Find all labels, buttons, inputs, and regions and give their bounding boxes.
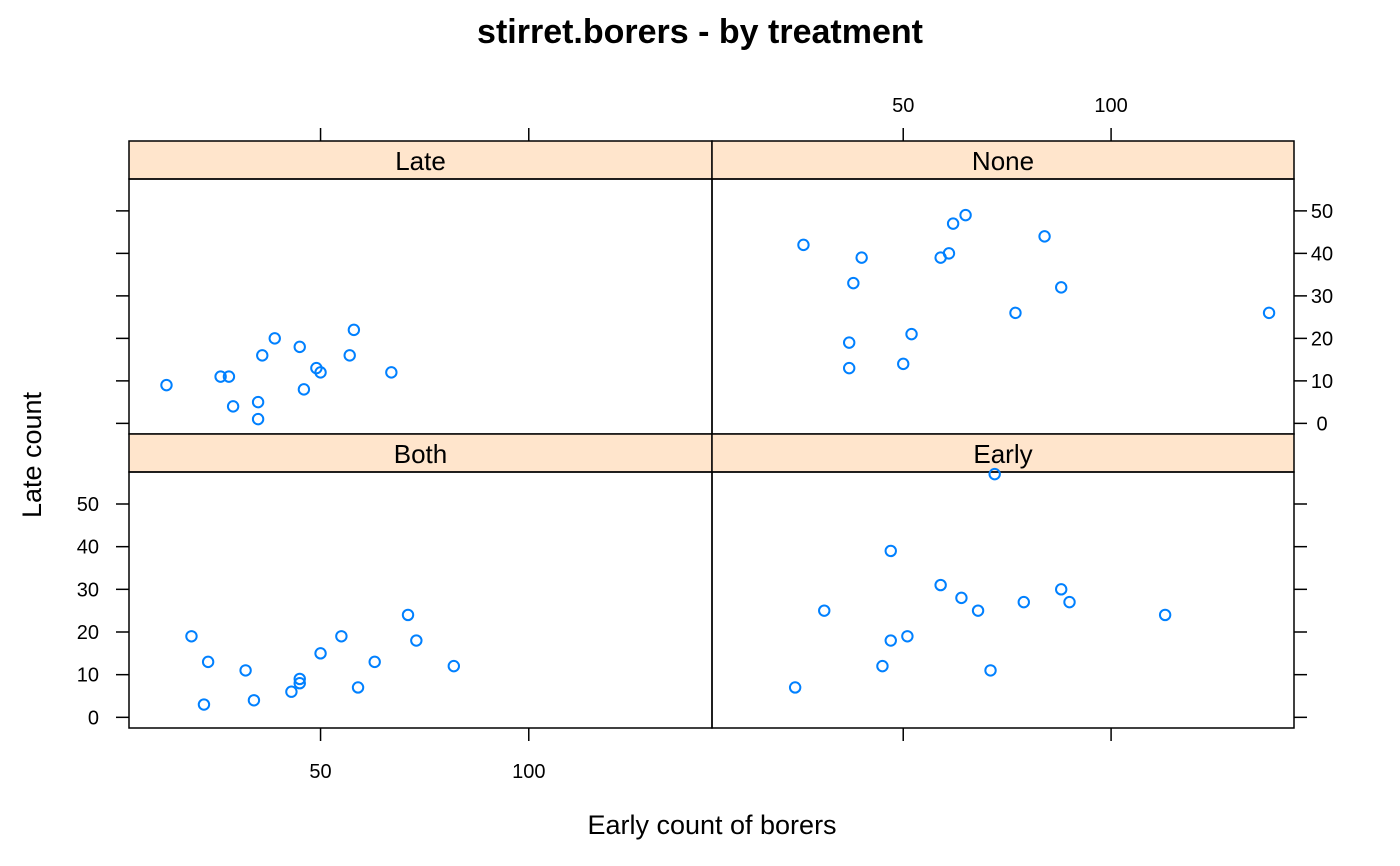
point-both-7 bbox=[293, 672, 306, 686]
point-both-2 bbox=[201, 655, 215, 669]
x-tick-label-top-100: 100 bbox=[1094, 95, 1127, 117]
point-late-7 bbox=[268, 332, 281, 345]
point-none-9 bbox=[946, 217, 960, 230]
y-tick-label-right-40: 40 bbox=[1311, 243, 1333, 265]
point-none-6 bbox=[905, 327, 918, 341]
y-tick-label-left-50: 50 bbox=[77, 494, 99, 516]
panel-frame-none bbox=[711, 178, 1295, 435]
point-both-3 bbox=[239, 664, 252, 677]
point-both-5 bbox=[285, 685, 298, 698]
y-tick-label-right-20: 20 bbox=[1311, 328, 1333, 350]
point-both-11 bbox=[368, 655, 381, 669]
y-tick-label-right-50: 50 bbox=[1311, 201, 1333, 223]
point-both-8 bbox=[314, 647, 327, 660]
point-early-12 bbox=[1055, 583, 1068, 596]
point-early-0 bbox=[788, 681, 802, 694]
point-late-13 bbox=[347, 323, 361, 337]
y-tick-label-left-40: 40 bbox=[77, 537, 99, 559]
point-both-0 bbox=[185, 630, 198, 643]
point-late-14 bbox=[385, 366, 398, 379]
point-late-3 bbox=[226, 400, 240, 413]
point-none-3 bbox=[847, 276, 860, 290]
point-late-6 bbox=[256, 349, 269, 362]
y-tick-label-right-0: 0 bbox=[1316, 413, 1327, 435]
point-none-5 bbox=[897, 357, 910, 371]
point-both-14 bbox=[447, 659, 461, 673]
strip-both bbox=[128, 433, 713, 473]
point-early-9 bbox=[984, 664, 997, 677]
panel-frame-both bbox=[128, 471, 713, 729]
y-axis-label: Late count bbox=[17, 391, 47, 518]
point-early-1 bbox=[818, 604, 831, 617]
point-none-10 bbox=[959, 208, 972, 222]
point-early-8 bbox=[971, 604, 985, 617]
x-tick-label-bottom-50: 50 bbox=[309, 761, 331, 783]
point-none-0 bbox=[797, 238, 810, 252]
point-late-1 bbox=[214, 370, 227, 383]
strip-label-late: Late bbox=[395, 146, 446, 176]
point-both-1 bbox=[197, 698, 211, 711]
point-both-13 bbox=[410, 634, 423, 647]
x-tick-label-bottom-100: 100 bbox=[512, 761, 545, 783]
point-early-14 bbox=[1158, 608, 1172, 622]
point-late-5 bbox=[251, 412, 265, 426]
point-none-13 bbox=[1055, 281, 1068, 294]
point-late-0 bbox=[160, 378, 173, 392]
point-both-10 bbox=[351, 681, 365, 694]
point-both-4 bbox=[247, 694, 261, 707]
point-none-1 bbox=[842, 336, 856, 349]
y-tick-label-left-20: 20 bbox=[77, 622, 99, 644]
point-early-13 bbox=[1063, 595, 1076, 609]
y-tick-label-right-10: 10 bbox=[1311, 371, 1333, 393]
x-tick-label-top-50: 50 bbox=[892, 95, 914, 117]
strip-early bbox=[711, 433, 1295, 473]
point-none-4 bbox=[855, 251, 868, 264]
point-early-6 bbox=[934, 578, 947, 592]
x-axis-label: Early count of borers bbox=[587, 810, 836, 840]
point-both-9 bbox=[335, 630, 348, 643]
y-tick-label-left-10: 10 bbox=[77, 665, 99, 687]
strip-label-early: Early bbox=[973, 439, 1032, 469]
point-none-14 bbox=[1262, 306, 1276, 320]
point-early-3 bbox=[884, 544, 897, 558]
point-early-11 bbox=[1017, 595, 1030, 609]
panel-frame-early bbox=[711, 471, 1295, 729]
point-early-5 bbox=[901, 630, 914, 643]
point-late-12 bbox=[343, 349, 356, 362]
chart-title: stirret.borers - by treatment bbox=[477, 13, 923, 51]
point-late-2 bbox=[222, 370, 236, 383]
point-none-12 bbox=[1038, 230, 1051, 243]
y-tick-label-left-30: 30 bbox=[77, 579, 99, 601]
strip-label-both: Both bbox=[394, 439, 448, 469]
point-none-11 bbox=[1009, 306, 1022, 320]
panel-frame-late bbox=[128, 178, 713, 435]
point-early-2 bbox=[876, 659, 889, 673]
point-late-11 bbox=[314, 366, 327, 379]
point-late-9 bbox=[297, 383, 311, 396]
point-none-8 bbox=[942, 247, 956, 260]
panels-group: Late None Both Early 0 0 10 10 20 20 30 30 40 40 50 50 5… bbox=[77, 95, 1333, 783]
point-late-8 bbox=[293, 340, 306, 354]
point-both-12 bbox=[401, 608, 415, 622]
point-early-7 bbox=[955, 591, 968, 605]
point-early-10 bbox=[988, 467, 1001, 481]
point-late-4 bbox=[251, 395, 265, 409]
strip-label-none: None bbox=[972, 146, 1034, 176]
y-tick-label-right-30: 30 bbox=[1311, 286, 1333, 308]
y-tick-label-left-0: 0 bbox=[88, 707, 99, 729]
point-none-2 bbox=[842, 361, 856, 375]
point-both-6 bbox=[293, 677, 306, 690]
strip-late bbox=[128, 140, 713, 180]
point-early-4 bbox=[884, 634, 897, 647]
